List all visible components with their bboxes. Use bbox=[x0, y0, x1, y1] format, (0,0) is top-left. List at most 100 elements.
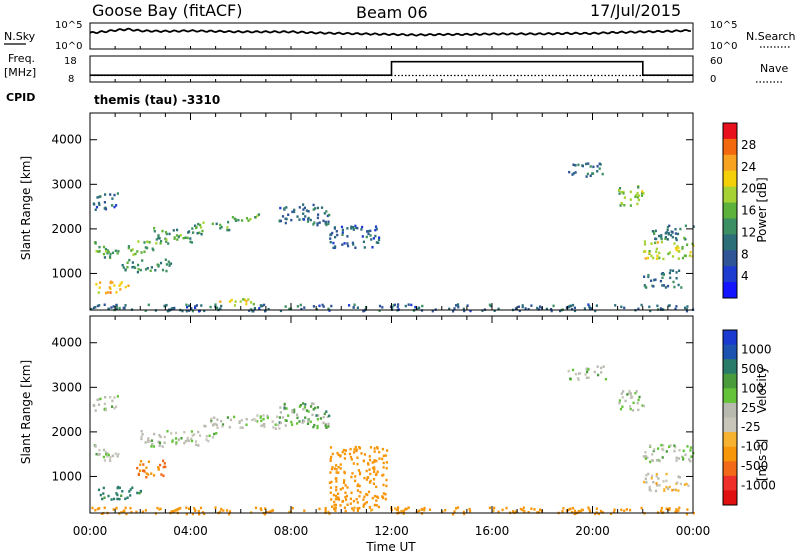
heatmap-cell bbox=[191, 434, 194, 437]
heatmap-cell bbox=[457, 305, 460, 309]
heatmap-cell bbox=[349, 502, 352, 505]
heatmap-cell bbox=[623, 509, 626, 513]
heatmap-cell bbox=[143, 250, 146, 253]
heatmap-cell bbox=[678, 269, 681, 272]
heatmap-cell bbox=[595, 304, 598, 307]
power-y-axis: 4000 3000 2000 1000 bbox=[51, 133, 693, 280]
freq-tick-bottom: 8 bbox=[68, 74, 74, 85]
heatmap-cell bbox=[164, 231, 168, 234]
heatmap-cell bbox=[337, 498, 341, 501]
heatmap-cell bbox=[343, 242, 346, 245]
heatmap-cell bbox=[466, 304, 469, 307]
heatmap-cell bbox=[222, 509, 225, 512]
colorbar-tick-label: 12 bbox=[741, 225, 756, 239]
heatmap-cell bbox=[674, 307, 677, 311]
heatmap-cell bbox=[618, 188, 621, 192]
heatmap-cell bbox=[272, 426, 275, 429]
heatmap-cell bbox=[158, 443, 161, 446]
heatmap-cell bbox=[366, 493, 369, 497]
heatmap-cell bbox=[175, 508, 178, 512]
heatmap-cell bbox=[385, 478, 388, 482]
heatmap-cell bbox=[190, 439, 194, 443]
heatmap-cell bbox=[254, 216, 257, 219]
heatmap-cell bbox=[264, 507, 267, 510]
heatmap-cell bbox=[588, 508, 591, 511]
heatmap-cell bbox=[170, 307, 174, 310]
heatmap-cell bbox=[356, 507, 359, 510]
heatmap-cell bbox=[279, 406, 282, 409]
heatmap-cell bbox=[674, 445, 677, 449]
heatmap-cell bbox=[105, 291, 108, 295]
heatmap-cell bbox=[140, 460, 143, 463]
heatmap-cell bbox=[307, 217, 310, 221]
colorbar-segment bbox=[723, 154, 737, 172]
heatmap-cell bbox=[155, 238, 158, 241]
heatmap-cell bbox=[365, 501, 368, 504]
heatmap-cell bbox=[283, 406, 286, 410]
heatmap-cell bbox=[194, 224, 197, 227]
heatmap-cell bbox=[278, 416, 281, 419]
heatmap-cell bbox=[368, 468, 371, 471]
heatmap-cell bbox=[290, 218, 293, 222]
heatmap-cell bbox=[91, 506, 94, 510]
heatmap-cell bbox=[103, 496, 106, 499]
heatmap-cell bbox=[123, 509, 126, 513]
heatmap-cell bbox=[559, 309, 562, 313]
heatmap-cell bbox=[191, 309, 194, 313]
heatmap-cell bbox=[118, 486, 121, 490]
heatmap-cell bbox=[177, 507, 180, 511]
heatmap-cell bbox=[303, 406, 306, 409]
heatmap-cell bbox=[318, 221, 321, 224]
heatmap-cell bbox=[152, 445, 155, 448]
heatmap-cell bbox=[210, 420, 213, 424]
heatmap-cell bbox=[350, 225, 353, 228]
colorbar-segment bbox=[723, 170, 737, 188]
heatmap-cell bbox=[650, 279, 653, 282]
x-tick-label: 12:00 bbox=[374, 524, 409, 538]
heatmap-cell bbox=[593, 370, 596, 374]
heatmap-cell bbox=[211, 222, 214, 226]
heatmap-cell bbox=[343, 506, 346, 509]
heatmap-cell bbox=[596, 165, 599, 168]
heatmap-cell bbox=[298, 405, 301, 408]
heatmap-cell bbox=[685, 309, 689, 313]
heatmap-cell bbox=[187, 439, 190, 442]
heatmap-cell bbox=[130, 249, 133, 252]
heatmap-cell bbox=[328, 309, 331, 312]
heatmap-cell bbox=[136, 250, 139, 253]
heatmap-cell bbox=[629, 407, 632, 411]
heatmap-cell bbox=[376, 446, 379, 449]
heatmap-cell bbox=[335, 494, 338, 498]
heatmap-cell bbox=[124, 304, 127, 307]
heatmap-cell bbox=[566, 305, 569, 309]
heatmap-cell bbox=[191, 227, 194, 230]
heatmap-cell bbox=[488, 506, 491, 510]
heatmap-cell bbox=[630, 394, 633, 398]
heatmap-cell bbox=[110, 306, 113, 309]
heatmap-cell bbox=[96, 196, 99, 199]
heatmap-cell bbox=[124, 268, 127, 271]
heatmap-cell bbox=[259, 415, 262, 418]
heatmap-cell bbox=[310, 402, 313, 405]
heatmap-cell bbox=[95, 249, 98, 253]
heatmap-cell bbox=[152, 248, 155, 252]
heatmap-cell bbox=[537, 308, 540, 311]
heatmap-cell bbox=[571, 506, 575, 510]
heatmap-cell bbox=[675, 277, 678, 280]
heatmap-cell bbox=[401, 509, 404, 512]
heatmap-cell bbox=[353, 451, 356, 454]
heatmap-cell bbox=[665, 472, 668, 476]
heatmap-cell bbox=[118, 284, 121, 287]
heatmap-cell bbox=[610, 512, 613, 515]
heatmap-cell bbox=[651, 453, 654, 456]
heatmap-cell bbox=[344, 509, 347, 513]
heatmap-cell bbox=[196, 232, 199, 235]
heatmap-cell bbox=[322, 421, 325, 425]
heatmap-cell bbox=[568, 170, 571, 174]
heatmap-cell bbox=[452, 513, 455, 516]
heatmap-cell bbox=[684, 224, 687, 228]
heatmap-cell bbox=[96, 507, 99, 511]
heatmap-cell bbox=[201, 511, 205, 514]
heatmap-cell bbox=[99, 493, 102, 497]
heatmap-cell bbox=[660, 507, 663, 510]
